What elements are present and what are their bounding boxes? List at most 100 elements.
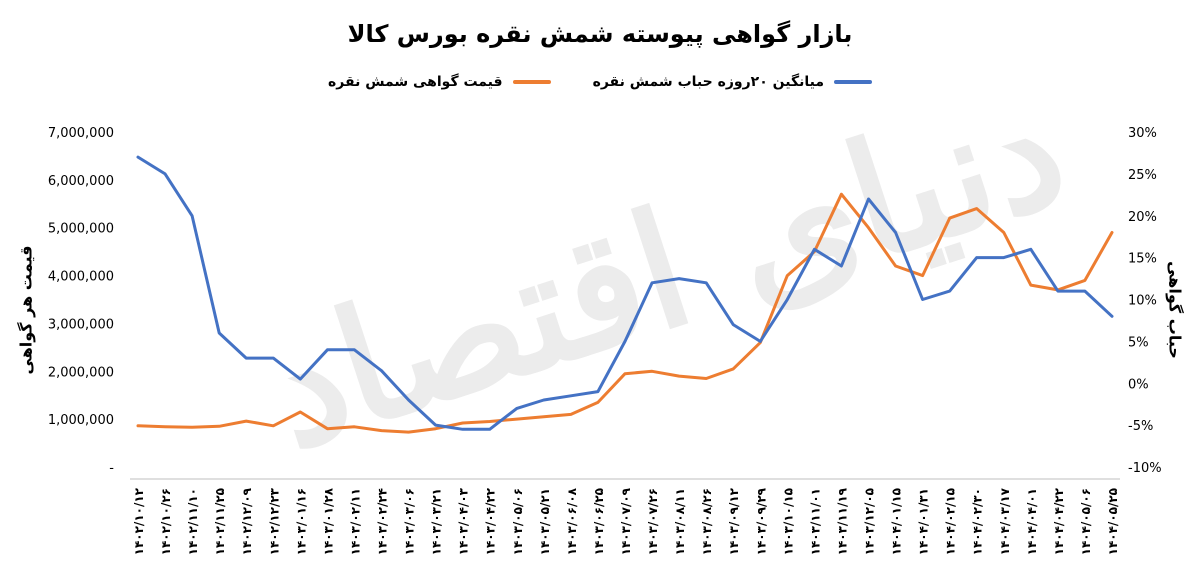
legend-label-bubble: میانگین ۲۰روزه حباب شمش نقره <box>592 74 824 90</box>
x-tick-label: ۱۴۰۳/۰۶/۲۵ <box>592 488 606 555</box>
data-point-price <box>704 377 708 380</box>
x-tick-label: ۱۴۰۴/۰۵/۰۶ <box>1079 488 1093 555</box>
data-point-bubble <box>569 394 573 398</box>
data-point-bubble <box>190 214 194 217</box>
data-point-price <box>434 427 437 430</box>
x-tick-label: ۱۴۰۳/۰۲/۲۴ <box>376 488 390 555</box>
data-point-price <box>245 419 248 423</box>
legend-swatch-blue <box>834 80 872 84</box>
data-point-price <box>569 413 573 416</box>
y-left-tick-label: 7,000,000 <box>48 126 114 141</box>
y-right-tick-label: 15% <box>1128 252 1157 267</box>
y-right-tick-label: 10% <box>1128 294 1157 309</box>
series-line-bubble <box>136 155 1114 431</box>
data-point-price <box>136 424 140 428</box>
x-tick-label: ۱۴۰۴/۰۴/۰۱ <box>1025 488 1039 555</box>
data-point-price <box>299 410 302 414</box>
data-point-bubble <box>975 256 978 259</box>
x-tick-label: ۱۴۰۳/۰۲/۱۱ <box>348 488 362 555</box>
x-tick-label: ۱۴۰۳/۱۰/۱۵ <box>781 488 795 555</box>
data-point-bubble <box>380 369 383 372</box>
data-point-bubble <box>1083 289 1087 293</box>
x-tick-label: ۱۴۰۴/۰۴/۲۲ <box>1052 487 1066 555</box>
x-tick-label: ۱۴۰۳/۰۴/۲۲ <box>484 487 498 555</box>
data-point-bubble <box>623 340 627 343</box>
legend-swatch-orange <box>512 80 551 84</box>
x-tick-label: ۱۴۰۴/۰۵/۲۵ <box>1106 488 1120 555</box>
data-point-price <box>190 426 194 429</box>
data-point-bubble <box>163 172 167 176</box>
data-point-bubble <box>840 264 843 268</box>
data-point-bubble <box>1002 256 1005 259</box>
data-point-bubble <box>894 231 897 234</box>
y-right-tick-label: 30% <box>1128 126 1157 141</box>
data-point-price <box>948 216 951 220</box>
data-point-bubble <box>596 390 600 393</box>
y-left-tick-label: 4,000,000 <box>48 270 114 285</box>
y-left-tick-label: - <box>109 461 114 476</box>
data-point-price <box>407 430 410 434</box>
legend-item-bubble: میانگین ۲۰روزه حباب شمش نقره <box>593 74 872 90</box>
x-tick-label: ۱۴۰۲/۱۲/۲۳ <box>267 487 281 555</box>
data-point-bubble <box>299 377 302 381</box>
data-point-price <box>1083 279 1087 282</box>
x-tick-label: ۱۴۰۳/۰۴/۰۳ <box>457 487 471 555</box>
data-point-bubble <box>136 155 140 159</box>
x-tick-label: ۱۴۰۳/۰۷/۰۹ <box>619 487 633 555</box>
data-point-bubble <box>542 398 546 402</box>
data-point-bubble <box>434 423 437 427</box>
data-point-bubble <box>1029 248 1033 251</box>
data-point-bubble <box>488 428 491 431</box>
x-tick-label: ۱۴۰۳/۰۹/۱۲ <box>727 487 741 555</box>
data-point-bubble <box>867 197 870 201</box>
x-tick-label: ۱۴۰۲/۱۱/۱۰ <box>186 488 200 555</box>
data-point-bubble <box>759 340 762 343</box>
series-line-price <box>136 192 1114 434</box>
data-point-bubble <box>1056 289 1060 293</box>
data-point-bubble <box>407 398 410 402</box>
y-right-tick-label: 25% <box>1128 168 1157 183</box>
data-point-bubble <box>786 298 789 301</box>
x-tick-label: ۱۴۰۴/۰۱/۳۱ <box>917 488 931 555</box>
data-point-bubble <box>245 356 248 360</box>
x-tick-label: ۱۴۰۴/۰۲/۳۰ <box>971 488 985 555</box>
x-tick-label: ۱۴۰۳/۰۵/۰۶ <box>511 488 525 555</box>
data-point-bubble <box>272 356 275 360</box>
data-point-price <box>380 429 383 432</box>
data-point-bubble <box>1110 315 1114 318</box>
legend-label-price: قیمت گواهی شمش نقره <box>328 74 503 90</box>
y-right-tick-label: -10% <box>1128 461 1162 476</box>
data-point-price <box>1029 283 1033 287</box>
data-point-bubble <box>948 289 951 293</box>
data-point-price <box>542 415 546 418</box>
data-point-bubble <box>813 248 816 251</box>
data-point-price <box>732 367 735 371</box>
x-tick-label: ۱۴۰۴/۰۱/۱۵ <box>890 488 904 555</box>
y-left-tick-label: 6,000,000 <box>48 174 114 189</box>
x-tick-label: ۱۴۰۳/۱۱/۰۱ <box>808 488 822 555</box>
data-point-price <box>1110 231 1114 234</box>
data-point-price <box>677 374 681 378</box>
y-right-tick-label: 5% <box>1128 335 1149 350</box>
data-point-price <box>163 425 167 428</box>
data-point-price <box>461 421 464 425</box>
data-point-bubble <box>461 428 464 431</box>
data-point-price <box>650 370 654 373</box>
data-point-bubble <box>704 281 708 284</box>
data-point-bubble <box>732 323 735 326</box>
y-left-tick-label: 2,000,000 <box>48 365 114 380</box>
chart-title: بازار گواهی پیوسته شمش نقره بورس کالا <box>347 20 853 48</box>
y-right-tick-label: 20% <box>1128 210 1157 225</box>
x-tick-label: ۱۴۰۳/۰۶/۰۸ <box>565 487 579 555</box>
x-tick-label: ۱۴۰۳/۰۸/۱۱ <box>673 488 687 555</box>
x-tick-label: ۱۴۰۳/۱۱/۱۹ <box>835 487 849 555</box>
x-tick-label: ۱۴۰۳/۰۷/۲۶ <box>646 488 660 555</box>
x-tick-label: ۱۴۰۳/۰۹/۲۹ <box>754 487 768 555</box>
data-point-price <box>921 274 924 277</box>
x-tick-label: ۱۴۰۳/۱۲/۰۵ <box>863 488 877 555</box>
data-point-price <box>217 425 221 428</box>
x-tick-label: ۱۴۰۳/۰۱/۲۸ <box>321 487 335 555</box>
data-point-bubble <box>515 407 518 410</box>
y-right-tick-label: 0% <box>1128 377 1149 392</box>
x-tick-label: ۱۴۰۲/۱۰/۲۶ <box>159 488 173 555</box>
